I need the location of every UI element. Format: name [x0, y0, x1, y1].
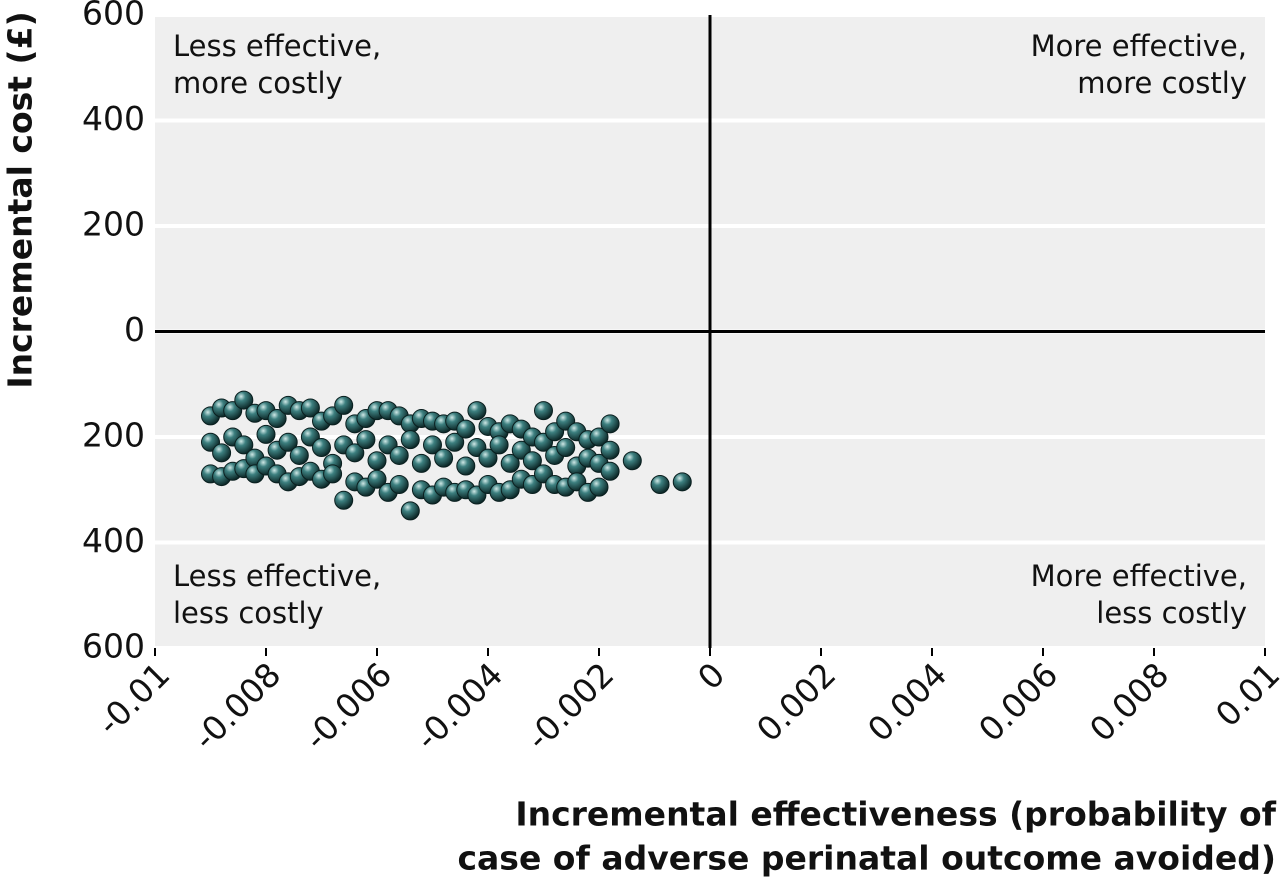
- x-axis-title: case of adverse perinatal outcome avoide…: [457, 839, 1276, 878]
- point: [489, 435, 509, 455]
- point: [234, 390, 254, 410]
- point: [672, 472, 692, 492]
- point: [267, 409, 287, 429]
- point: [334, 395, 354, 415]
- point: [522, 451, 542, 471]
- point: [356, 430, 376, 450]
- quadrant-label: More effective,: [1031, 559, 1247, 593]
- point: [323, 464, 343, 484]
- point: [500, 453, 520, 473]
- point: [478, 448, 498, 468]
- point: [345, 443, 365, 463]
- point: [456, 456, 476, 476]
- x-tick-label: -0.01: [89, 655, 177, 743]
- y-tick-label: 600: [82, 0, 145, 33]
- point: [445, 432, 465, 452]
- point: [423, 435, 442, 455]
- point: [600, 461, 620, 481]
- point: [411, 453, 431, 473]
- quadrant-label: more costly: [1077, 66, 1247, 100]
- point: [534, 401, 553, 421]
- y-tick-label: 400: [82, 521, 145, 560]
- y-tick-label: 0: [124, 310, 145, 349]
- point: [389, 474, 409, 494]
- x-tick-label: -0.008: [186, 655, 289, 758]
- x-tick-label: -0.002: [519, 655, 622, 758]
- y-tick-label: 400: [82, 99, 145, 138]
- y-tick-label: 200: [82, 416, 145, 455]
- point: [456, 419, 476, 439]
- point: [367, 469, 387, 489]
- point: [312, 438, 331, 458]
- quadrant-label: Less effective,: [173, 559, 381, 593]
- point: [289, 445, 309, 465]
- x-tick-label: -0.004: [408, 655, 511, 758]
- point: [300, 398, 320, 418]
- y-tick-label: 200: [82, 205, 145, 244]
- point: [556, 438, 576, 458]
- point: [600, 440, 620, 460]
- point: [589, 427, 609, 447]
- point: [622, 451, 642, 471]
- quadrant-label: more costly: [173, 66, 343, 100]
- y-tick-label: 600: [82, 627, 145, 666]
- x-tick-label: 0.002: [749, 655, 843, 749]
- point: [400, 501, 420, 521]
- point: [256, 424, 276, 444]
- quadrant-label: less costly: [1096, 596, 1247, 630]
- point: [434, 448, 454, 468]
- point: [367, 451, 387, 471]
- point: [334, 490, 354, 510]
- point: [600, 414, 620, 434]
- point: [212, 443, 232, 463]
- quadrant-label: less costly: [173, 596, 324, 630]
- point: [278, 432, 298, 452]
- x-tick-label: 0.004: [860, 655, 954, 749]
- x-tick-label: 0.008: [1082, 655, 1176, 749]
- point: [467, 401, 487, 421]
- x-tick-label: 0.01: [1208, 655, 1280, 735]
- point: [234, 435, 254, 455]
- y-axis-title: Incremental cost (£): [1, 11, 40, 388]
- x-tick-label: -0.006: [297, 655, 400, 758]
- point: [400, 430, 420, 450]
- point: [589, 477, 609, 497]
- point: [650, 474, 670, 494]
- point: [389, 445, 409, 465]
- quadrant-label: More effective,: [1031, 29, 1247, 63]
- x-tick-label: 0: [690, 655, 732, 697]
- quadrant-label: Less effective,: [173, 29, 381, 63]
- x-axis-title: Incremental effectiveness (probability o…: [515, 795, 1276, 834]
- x-tick-label: 0.006: [971, 655, 1065, 749]
